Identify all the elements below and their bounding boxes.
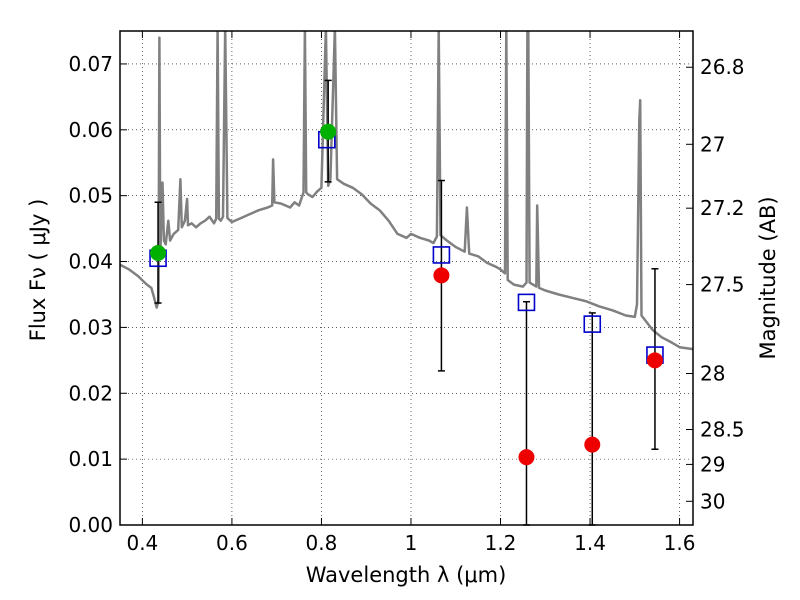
y2-tick-label: 28.5 bbox=[700, 417, 745, 441]
observed-flux-point bbox=[584, 436, 601, 453]
x-tick-label: 1.4 bbox=[574, 531, 606, 555]
y2-tick-label: 29 bbox=[700, 452, 725, 476]
model-flux-square bbox=[517, 293, 536, 312]
y2-tick-label: 27 bbox=[700, 132, 725, 156]
marker-layer bbox=[149, 123, 664, 466]
y-tick-label: 0.03 bbox=[68, 315, 113, 339]
plot-frame bbox=[119, 30, 694, 526]
x-tick-label: 1.6 bbox=[664, 531, 696, 555]
x-tick-label: 0.8 bbox=[306, 531, 338, 555]
x-axis-title: Wavelength λ (μm) bbox=[306, 563, 507, 587]
y-axis-title: Flux Fν ( μJy ) bbox=[26, 199, 50, 342]
observed-flux-point bbox=[150, 244, 167, 261]
y-tick-label: 0.01 bbox=[68, 447, 113, 471]
x-tick-label: 0.6 bbox=[216, 531, 248, 555]
y2-axis-title: Magnitude (AB) bbox=[756, 196, 780, 359]
x-tick-label: 1 bbox=[405, 531, 418, 555]
model-flux-square bbox=[583, 315, 602, 333]
y-tick-label: 0.06 bbox=[68, 118, 113, 142]
y-tick-label: 0.00 bbox=[68, 513, 113, 537]
y-tick-label: 0.07 bbox=[68, 52, 113, 76]
observed-flux-point bbox=[433, 267, 450, 284]
y-tick-label: 0.02 bbox=[68, 381, 113, 405]
x-tick-label: 1.2 bbox=[485, 531, 517, 555]
model-flux-square bbox=[432, 246, 451, 264]
y2-tick-label: 26.8 bbox=[700, 55, 745, 79]
y2-tick-label: 30 bbox=[700, 489, 725, 513]
observed-flux-point bbox=[518, 449, 535, 466]
x-tick-label: 0.4 bbox=[126, 531, 158, 555]
y2-tick-label: 27.2 bbox=[700, 196, 745, 220]
y2-tick-label: 27.5 bbox=[700, 273, 745, 297]
y-tick-label: 0.04 bbox=[68, 250, 113, 274]
y2-tick-label: 28 bbox=[700, 362, 725, 386]
observed-flux-point bbox=[646, 352, 663, 369]
y-tick-label: 0.05 bbox=[68, 184, 113, 208]
tick-layer: 0.4 0.6 0.8 1 1.2 1.4 1.6 0.00 0.01 0.02 0.03 0.04 0… bbox=[68, 31, 745, 555]
observed-flux-point bbox=[320, 123, 337, 140]
